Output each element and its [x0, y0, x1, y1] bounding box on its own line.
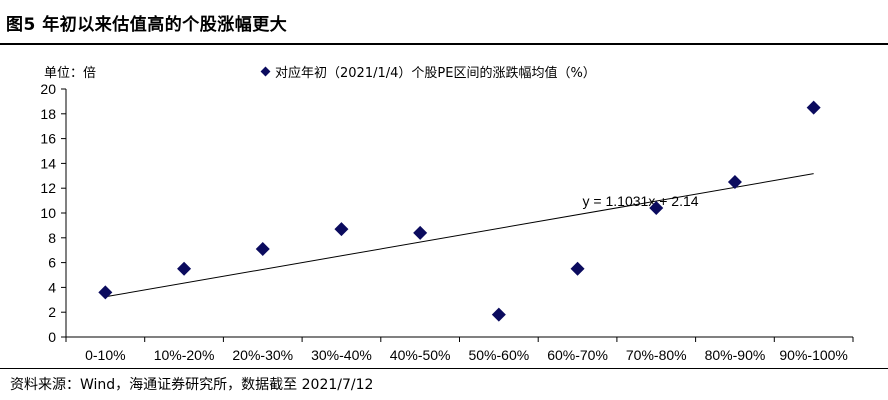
- y-tick-label: 16: [40, 131, 56, 147]
- data-point: [98, 285, 113, 300]
- x-tick-label: 20%-30%: [232, 347, 293, 363]
- data-point: [177, 261, 192, 276]
- figure-title: 图5 年初以来估值高的个股涨幅更大: [6, 15, 288, 35]
- data-point: [413, 225, 428, 240]
- y-tick-label: 14: [40, 155, 56, 171]
- data-point: [255, 241, 270, 256]
- x-tick-label: 0-10%: [85, 347, 125, 363]
- x-tick-label: 50%-60%: [468, 347, 529, 363]
- y-tick-label: 12: [40, 180, 56, 196]
- x-tick-label: 40%-50%: [390, 347, 451, 363]
- data-point: [491, 307, 506, 322]
- data-point: [334, 222, 349, 237]
- data-point: [649, 201, 664, 216]
- y-tick-label: 4: [48, 279, 56, 295]
- legend-label: 对应年初（2021/1/4）个股PE区间的涨跌幅均值（%）: [275, 66, 596, 81]
- x-tick-label: 80%-90%: [705, 347, 766, 363]
- y-tick-label: 6: [48, 255, 56, 271]
- y-tick-label: 20: [40, 81, 56, 97]
- title-rule: [0, 43, 888, 45]
- data-point: [727, 175, 742, 189]
- source-rule: [0, 368, 888, 369]
- data-point: [570, 261, 585, 276]
- x-tick-label: 30%-40%: [311, 347, 372, 363]
- y-tick-label: 10: [40, 205, 56, 221]
- trendline-equation: y = 1.1031x + 2.14: [583, 193, 699, 209]
- x-tick-label: 90%-100%: [779, 347, 848, 363]
- x-tick-label: 10%-20%: [154, 347, 215, 363]
- y-tick-label: 0: [48, 329, 56, 345]
- y-tick-label: 2: [48, 304, 56, 320]
- y-unit-label: 单位：倍: [44, 66, 97, 81]
- y-tick-label: 18: [40, 106, 56, 122]
- trendline: [105, 173, 814, 298]
- x-tick-label: 70%-80%: [626, 347, 687, 363]
- x-tick-label: 60%-70%: [547, 347, 608, 363]
- scatter-chart: 0 2 4 6 8 10 12 14 16 18 20 0-10% 10%-20% 20%-30% 30%-…: [40, 81, 854, 363]
- y-tick-label: 8: [48, 230, 56, 246]
- data-point: [806, 100, 821, 115]
- source-note: 资料来源：Wind，海通证券研究所，数据截至 2021/7/12: [10, 377, 374, 393]
- legend: 对应年初（2021/1/4）个股PE区间的涨跌幅均值（%）: [260, 62, 596, 81]
